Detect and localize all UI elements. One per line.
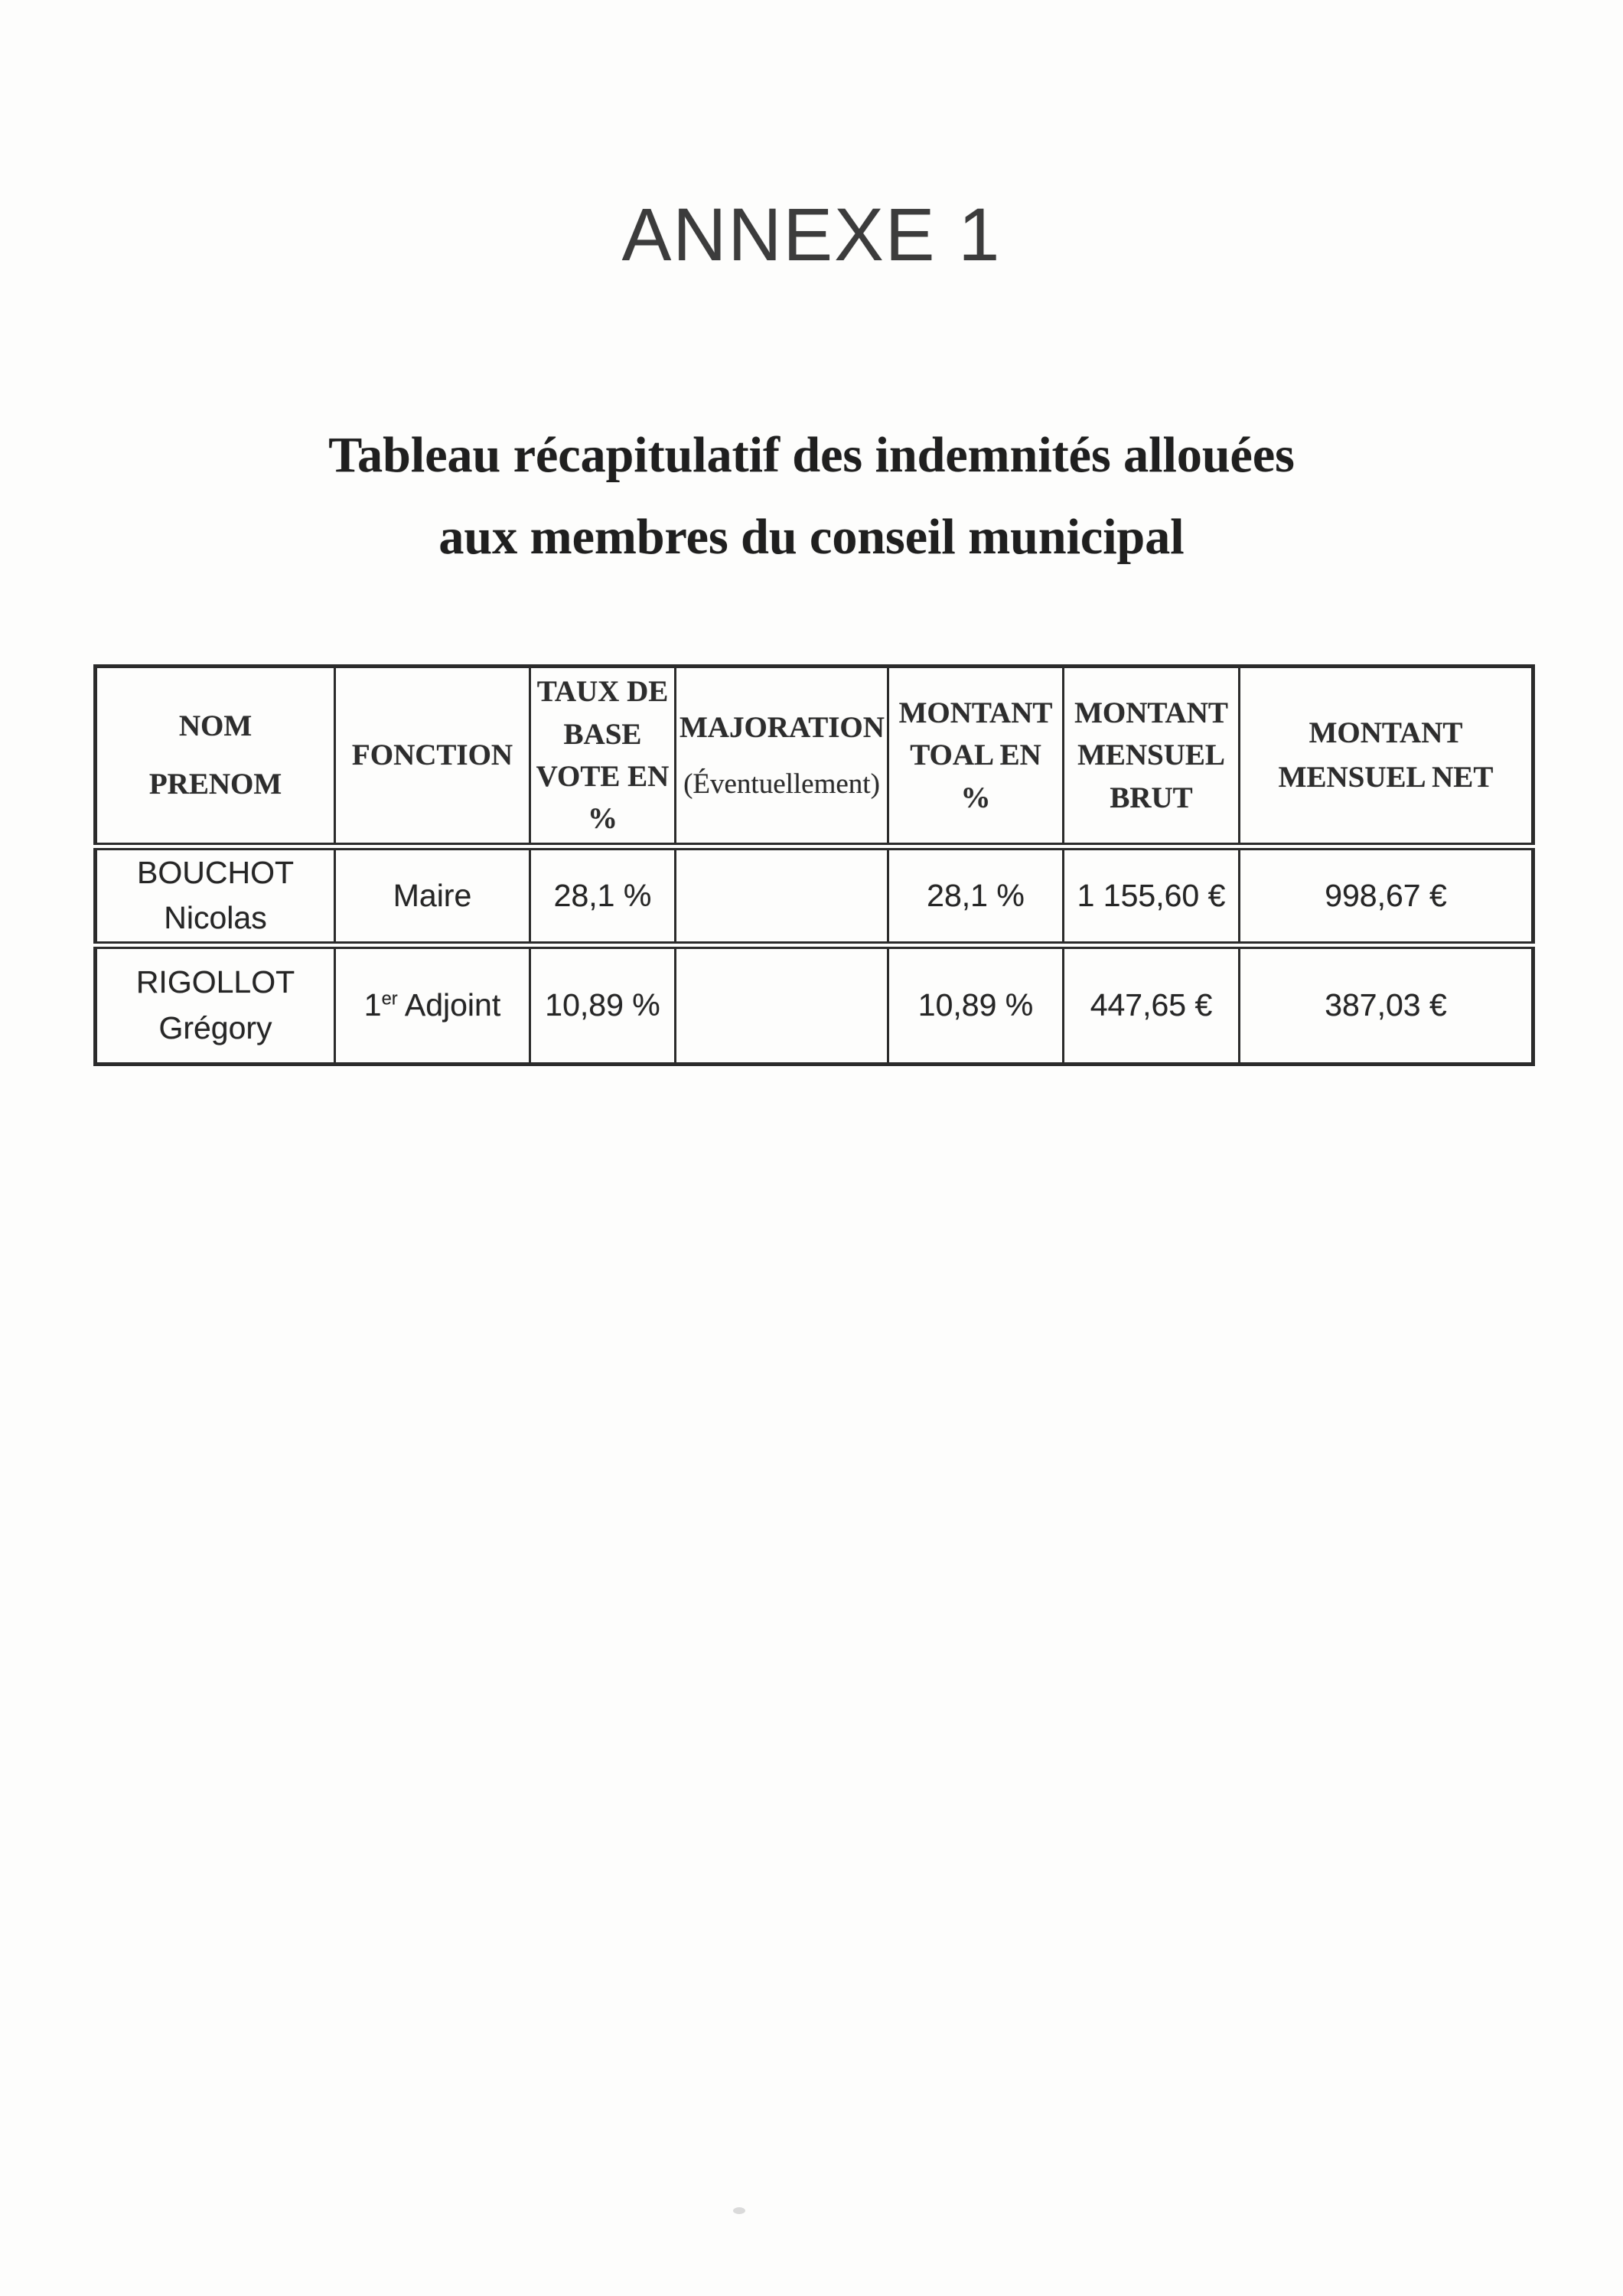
nom-line: Grégory <box>158 1009 272 1045</box>
table-row-bouchot: BOUCHOT Nicolas Maire 28,1 % 28,1 % 1 15… <box>94 846 1534 949</box>
header-line: TOAL EN <box>910 739 1041 772</box>
header-taux-de-base: TAUX DE BASE VOTE EN % <box>529 666 676 850</box>
fonction-rest: Adjoint <box>397 987 501 1023</box>
header-line: % <box>960 781 991 814</box>
table-header-row: NOM PRENOM FONCTION TAUX DE BASE VOTE EN… <box>94 666 1534 850</box>
header-line: MONTANT <box>1074 696 1228 729</box>
document-title-line1: Tableau récapitulatif des indemnités all… <box>328 427 1295 483</box>
scan-artifact <box>733 2207 745 2214</box>
fonction-base: 1 <box>363 987 382 1023</box>
header-line: MAJORATION <box>680 710 885 744</box>
header-subline: (Éventuellement) <box>683 768 880 800</box>
document-title: Tableau récapitulatif des indemnités all… <box>0 415 1623 579</box>
header-line: MONTANT <box>1309 716 1463 749</box>
nom-line: RIGOLLOT <box>135 964 295 1000</box>
header-line: % <box>588 802 618 836</box>
header-line: BASE <box>563 717 642 751</box>
header-montant-total: MONTANT TOAL EN % <box>887 666 1064 850</box>
cell-fonction: Maire <box>334 846 531 949</box>
header-montant-mensuel-net: MONTANT MENSUEL NET <box>1238 666 1534 850</box>
cell-taux-base: 10,89 % <box>529 944 676 1065</box>
cell-montant-brut: 1 155,60 € <box>1062 846 1240 949</box>
cell-nom: BOUCHOT Nicolas <box>94 846 336 949</box>
fonction-base: Maire <box>393 877 472 913</box>
nom-line: BOUCHOT Nicolas <box>137 855 294 936</box>
cell-montant-net: 387,03 € <box>1238 944 1534 1065</box>
header-fonction: FONCTION <box>334 666 531 850</box>
cell-majoration <box>674 944 889 1065</box>
header-line: PRENOM <box>148 768 282 801</box>
cell-fonction: 1er Adjoint <box>334 944 531 1065</box>
header-nom-prenom: NOM PRENOM <box>94 666 336 850</box>
cell-montant-brut: 447,65 € <box>1062 944 1240 1065</box>
cell-nom: RIGOLLOT Grégory <box>94 944 336 1065</box>
cell-taux-base: 28,1 % <box>529 846 676 949</box>
fonction-sup: er <box>381 988 398 1009</box>
cell-montant-total: 10,89 % <box>887 944 1064 1065</box>
header-line: MENSUEL <box>1077 739 1225 772</box>
header-line: FONCTION <box>351 739 513 772</box>
cell-montant-total: 28,1 % <box>887 846 1064 949</box>
header-line: VOTE EN <box>536 760 670 793</box>
annex-title: ANNEXE 1 <box>621 193 1002 276</box>
header-line: TAUX DE <box>536 675 669 709</box>
cell-majoration <box>674 846 889 949</box>
header-montant-mensuel-brut: MONTANT MENSUEL BRUT <box>1062 666 1240 850</box>
cell-montant-net: 998,67 € <box>1238 846 1534 949</box>
header-line: BRUT <box>1110 781 1193 814</box>
header-majoration: MAJORATION (Éventuellement) <box>674 666 889 850</box>
indemnities-table: NOM PRENOM FONCTION TAUX DE BASE VOTE EN… <box>93 664 1535 1066</box>
header-line: NOM <box>178 709 253 742</box>
header-line: MENSUEL NET <box>1278 761 1494 794</box>
table-row-rigollot: RIGOLLOT Grégory 1er Adjoint 10,89 % 10,… <box>94 944 1534 1065</box>
header-line: MONTANT <box>898 696 1053 729</box>
document-title-line2: aux membres du conseil municipal <box>438 508 1185 565</box>
